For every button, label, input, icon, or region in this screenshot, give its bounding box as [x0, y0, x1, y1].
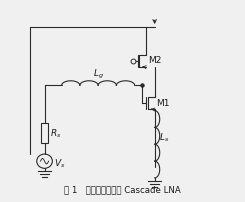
Text: $L_s$: $L_s$: [159, 132, 169, 144]
Text: 图 1   源极电感负反馈 Cascade LNA: 图 1 源极电感负反馈 Cascade LNA: [64, 186, 181, 195]
Text: $L_g$: $L_g$: [93, 68, 104, 81]
Text: M1: M1: [156, 99, 170, 108]
Text: $V_s$: $V_s$: [54, 157, 65, 170]
Text: $R_s$: $R_s$: [50, 127, 61, 140]
Bar: [41, 123, 49, 143]
Text: M2: M2: [148, 56, 161, 65]
